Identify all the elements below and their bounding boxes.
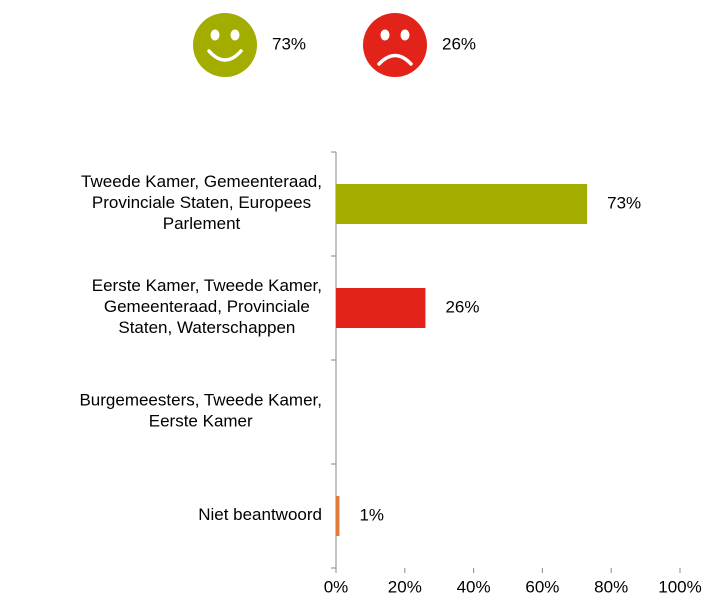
x-tick-label: 40% [457, 577, 491, 596]
face-eye [210, 29, 220, 41]
data-label: 1% [359, 505, 384, 524]
face-mouth [207, 49, 243, 62]
x-tick-label: 60% [525, 577, 559, 596]
y-tick-label: Tweede Kamer, Gemeenteraad, Provinciale S… [81, 172, 322, 233]
indicator-label: 26% [442, 34, 476, 53]
indicator-label: 73% [272, 34, 306, 53]
bar [336, 288, 426, 328]
bar [336, 496, 340, 536]
x-tick-label: 80% [594, 577, 628, 596]
indicator-face [363, 13, 427, 77]
face-mouth [377, 53, 413, 66]
indicator-face [193, 13, 257, 77]
x-tick-label: 20% [388, 577, 422, 596]
x-tick-label: 0% [324, 577, 349, 596]
y-tick-label: Niet beantwoord [198, 505, 322, 524]
face-eye [400, 29, 410, 41]
bar [336, 184, 588, 224]
face-eye [230, 29, 240, 41]
data-label: 26% [445, 297, 479, 316]
face-eye [380, 29, 390, 41]
data-label: 73% [607, 193, 641, 212]
y-tick-label: Burgemeesters, Tweede Kamer, Eerste Kamer [79, 391, 322, 431]
x-tick-label: 100% [658, 577, 701, 596]
y-tick-label: Eerste Kamer, Tweede Kamer, Gemeenteraad,… [92, 276, 322, 337]
